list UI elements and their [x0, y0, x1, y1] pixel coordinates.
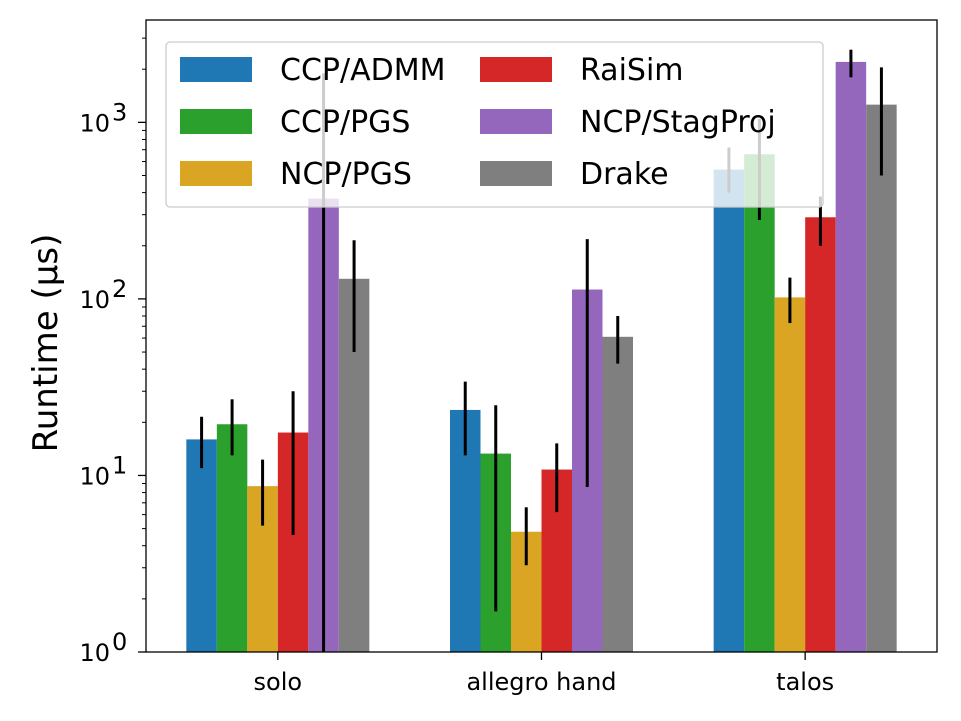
- bar: [805, 217, 836, 652]
- y-tick-label: 10: [79, 462, 110, 490]
- bar: [866, 104, 897, 653]
- legend-swatch: [180, 109, 252, 134]
- legend-label: Drake: [580, 157, 669, 192]
- legend-swatch: [180, 161, 252, 186]
- y-tick-label: 10: [79, 639, 110, 667]
- y-tick-exponent: 1: [112, 451, 127, 479]
- legend-label: NCP/StagProj: [580, 105, 776, 140]
- x-tick-label: allegro hand: [466, 668, 616, 696]
- bar: [744, 154, 775, 652]
- legend: CCP/ADMM CCP/PGS NCP/PGS RaiSim NCP/StagProj…: [165, 41, 824, 208]
- legend-swatch: [180, 57, 252, 82]
- y-tick-label: 10: [79, 109, 110, 137]
- legend-label: CCP/ADMM: [280, 53, 445, 88]
- legend-label: RaiSim: [580, 53, 684, 88]
- bar: [186, 439, 217, 652]
- bar: [713, 169, 745, 652]
- x-tick-label: talos: [776, 668, 834, 696]
- y-tick-exponent: 0: [112, 628, 127, 656]
- legend-swatch: [480, 109, 552, 134]
- y-tick-label: 10: [79, 286, 110, 314]
- x-tick-label: solo: [254, 668, 303, 696]
- y-tick-exponent: 3: [112, 98, 127, 126]
- legend-label: NCP/PGS: [280, 157, 412, 192]
- legend-swatch: [480, 161, 552, 186]
- bar: [216, 424, 248, 652]
- legend-swatch: [480, 57, 552, 82]
- bar: [602, 336, 633, 652]
- y-axis-label: Runtime (μs): [26, 234, 66, 453]
- plot-frame: [145, 19, 938, 653]
- legend-label: CCP/PGS: [280, 105, 410, 140]
- y-tick-exponent: 2: [112, 275, 127, 303]
- bar: [835, 61, 867, 653]
- bar: [774, 297, 806, 652]
